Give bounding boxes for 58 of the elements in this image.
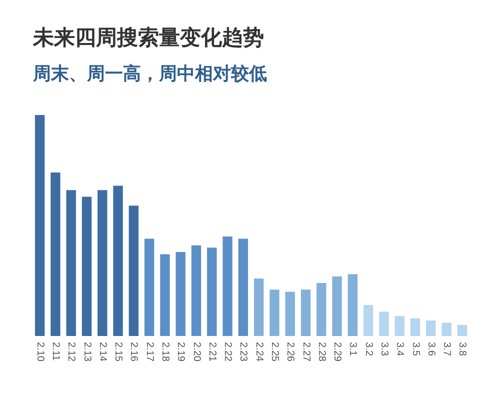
bar — [207, 248, 217, 336]
bar — [50, 172, 60, 336]
x-tick-label: 2.25 — [268, 342, 280, 362]
x-tick-label: 2.26 — [284, 342, 296, 362]
bar — [144, 238, 154, 336]
x-tick-label: 3.5 — [410, 342, 421, 356]
x-tick-label: 2.21 — [206, 342, 218, 362]
x-tick-label: 2.11 — [50, 342, 61, 362]
bar — [410, 318, 420, 336]
bar — [348, 274, 358, 336]
bar — [238, 238, 248, 336]
x-tick-label: 2.22 — [222, 342, 234, 362]
x-tick-label: 3.7 — [441, 342, 452, 356]
x-tick-label: 2.29 — [332, 342, 343, 362]
bar — [270, 290, 280, 336]
bar — [128, 206, 139, 336]
bar — [332, 276, 342, 336]
bar — [442, 322, 452, 336]
x-tick-label: 2.15 — [112, 342, 124, 362]
bar — [316, 282, 326, 336]
x-tick-label: 2.12 — [66, 342, 77, 362]
bar — [82, 196, 92, 336]
bar — [34, 115, 45, 336]
bar — [176, 252, 186, 336]
x-tick-label: 2.28 — [316, 342, 327, 362]
bar — [98, 190, 108, 336]
x-tick-label: 2.17 — [144, 342, 155, 362]
chart-subtitle: 周末、周一高，周中相对较低 — [32, 64, 267, 84]
x-tick-label: 3.8 — [456, 342, 468, 356]
x-tick-label: 2.23 — [238, 342, 249, 362]
bar — [191, 245, 202, 336]
bar — [66, 190, 76, 336]
x-tick-label: 2.18 — [159, 342, 170, 362]
x-tick-label: 3.2 — [362, 342, 374, 356]
bar — [160, 254, 170, 336]
bar — [300, 290, 311, 336]
x-tick-label: 2.27 — [300, 342, 312, 362]
x-tick-label: 2.13 — [81, 342, 92, 362]
bar — [457, 324, 468, 336]
x-tick-label: 3.1 — [347, 342, 358, 356]
bar — [222, 236, 232, 336]
bar — [285, 292, 295, 336]
x-tick-label: 2.19 — [175, 342, 186, 362]
bar — [394, 316, 404, 336]
x-tick-label: 2.10 — [34, 342, 46, 362]
x-tick-label: 2.20 — [190, 342, 202, 362]
x-tick-label: 3.3 — [378, 342, 390, 356]
x-tick-label: 2.16 — [128, 342, 140, 362]
bar — [254, 278, 264, 336]
x-tick-label: 3.4 — [394, 342, 406, 356]
bar — [379, 312, 389, 336]
chart-title: 未来四周搜索量变化趋势 — [32, 26, 264, 50]
bar — [363, 305, 374, 336]
x-tick-label: 2.24 — [253, 342, 264, 362]
bar — [113, 186, 123, 336]
x-tick-label: 3.6 — [425, 342, 436, 356]
bar — [426, 320, 436, 336]
x-tick-label: 2.14 — [96, 342, 108, 362]
